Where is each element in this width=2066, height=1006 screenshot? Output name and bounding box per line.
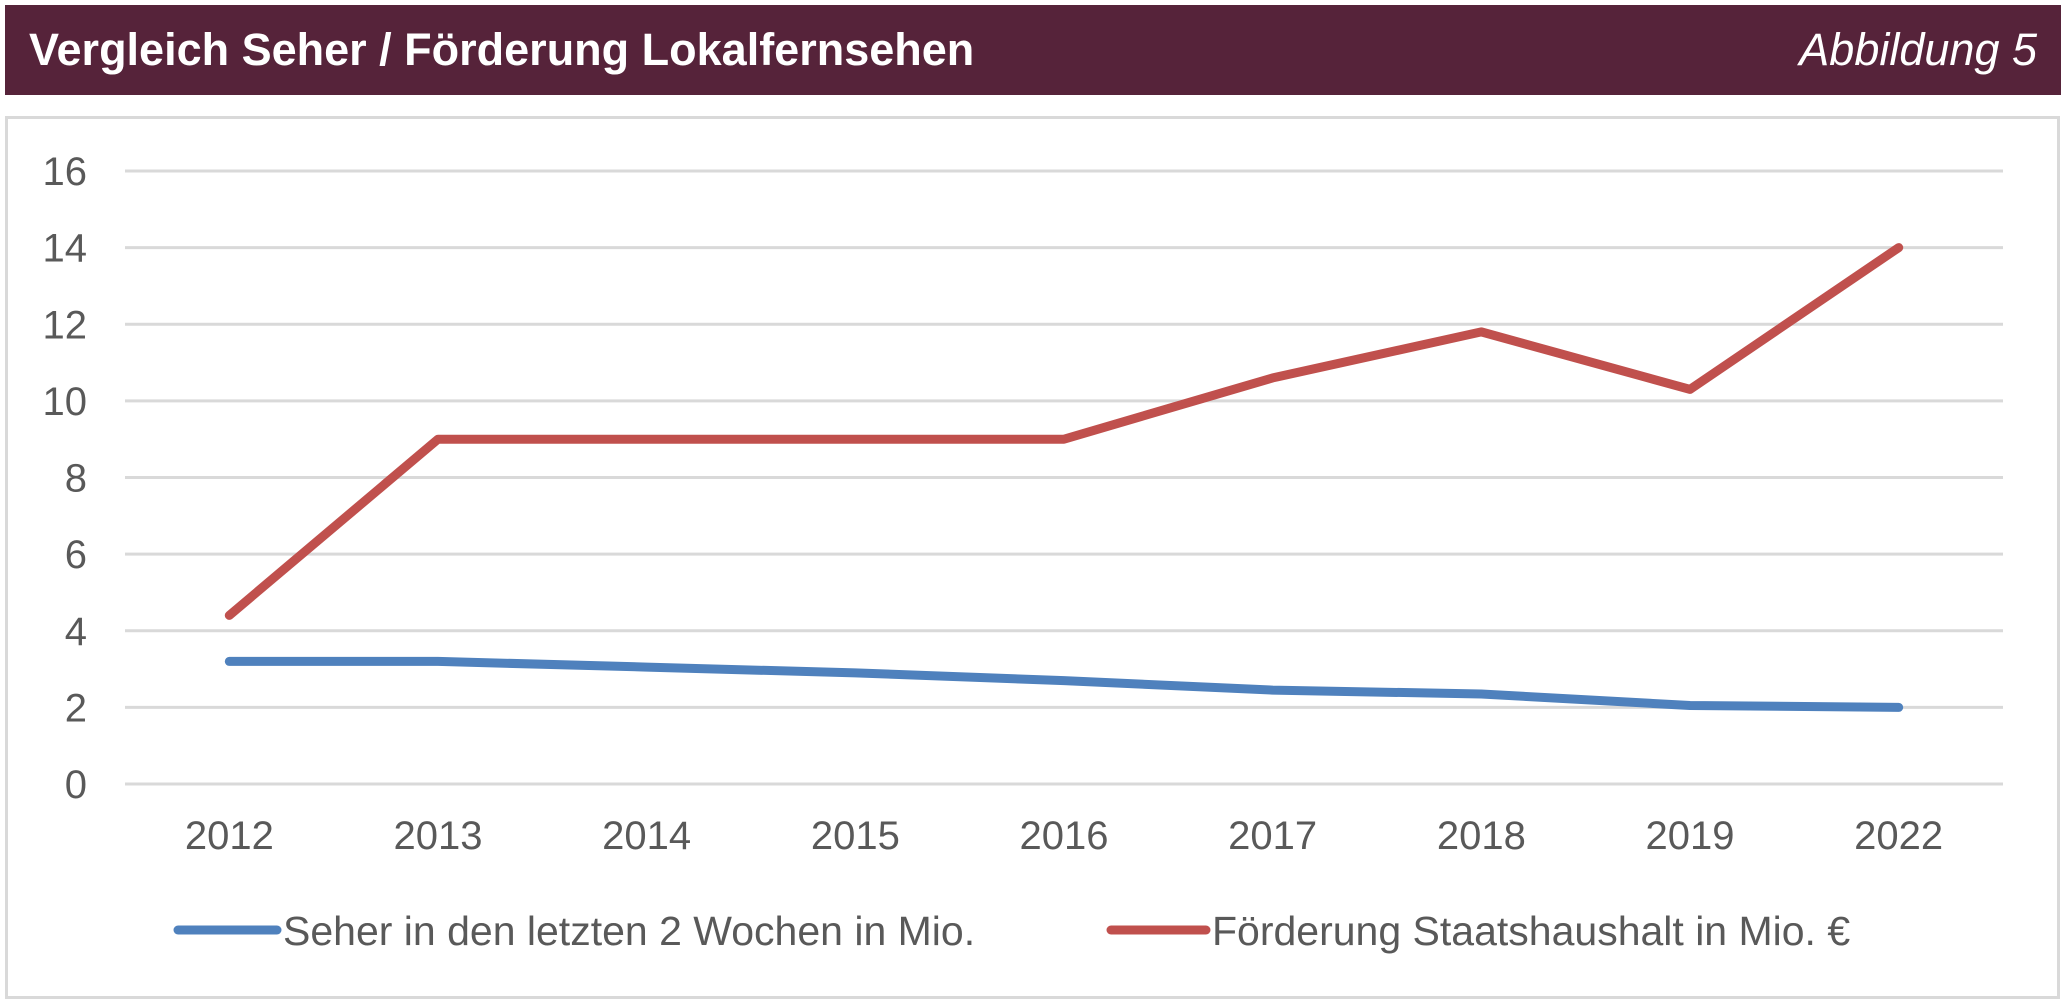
series-line-funding: [224, 243, 1904, 620]
y-tick-label: 14: [43, 227, 88, 271]
y-tick-label: 12: [43, 303, 88, 347]
y-tick-label: 0: [65, 763, 87, 807]
x-tick-label: 2012: [185, 814, 274, 858]
y-tick-label: 8: [65, 457, 87, 501]
y-tick-label: 10: [43, 380, 88, 424]
legend-label: Förderung Staatshaushalt in Mio. €: [1212, 908, 1850, 954]
gridlines: [125, 169, 2003, 786]
series-line-viewers: [224, 656, 1904, 712]
figure-header: Vergleich Seher / Förderung Lokalfernseh…: [5, 5, 2061, 95]
chart-frame: [5, 116, 2060, 999]
y-axis-tick-labels: 0 2 4 6 8 10 12 14 16: [43, 150, 88, 807]
y-tick-label: 2: [65, 686, 87, 730]
x-tick-label: 2014: [602, 814, 691, 858]
x-tick-label: 2017: [1228, 814, 1317, 858]
x-axis-tick-labels: 2012 2013 2014 2015 2016 2017 2018 2019 2022: [185, 814, 1943, 858]
x-tick-label: 2019: [1646, 814, 1735, 858]
legend-item: Förderung Staatshaushalt in Mio. €: [1106, 908, 1850, 954]
y-tick-label: 6: [65, 533, 87, 577]
x-tick-label: 2016: [1020, 814, 1109, 858]
legend-label: Seher in den letzten 2 Wochen in Mio.: [283, 908, 975, 954]
x-tick-label: 2013: [394, 814, 483, 858]
x-tick-label: 2015: [811, 814, 900, 858]
x-tick-label: 2018: [1437, 814, 1526, 858]
figure-number-label: Abbildung 5: [1799, 24, 2037, 75]
y-tick-label: 16: [43, 150, 88, 194]
legend-item: Seher in den letzten 2 Wochen in Mio.: [173, 908, 975, 954]
x-tick-label: 2022: [1854, 814, 1943, 858]
y-tick-label: 4: [65, 610, 87, 654]
legend: Seher in den letzten 2 Wochen in Mio. För…: [173, 908, 1850, 954]
chart-title: Vergleich Seher / Förderung Lokalfernseh…: [29, 24, 975, 75]
